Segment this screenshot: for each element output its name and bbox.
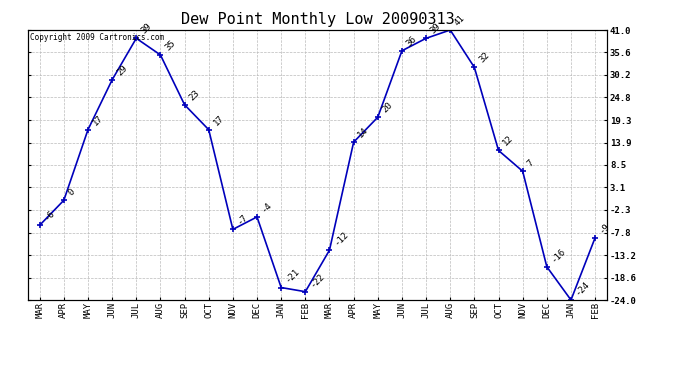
Text: 29: 29 (115, 63, 129, 77)
Text: 12: 12 (502, 134, 515, 148)
Text: -7: -7 (236, 213, 250, 226)
Text: -21: -21 (284, 267, 302, 285)
Text: 32: 32 (477, 51, 491, 64)
Text: 36: 36 (405, 34, 419, 48)
Title: Dew Point Monthly Low 20090313: Dew Point Monthly Low 20090313 (181, 12, 454, 27)
Text: -24: -24 (574, 279, 591, 297)
Text: 23: 23 (188, 88, 201, 102)
Text: Copyright 2009 Cartronics.com: Copyright 2009 Cartronics.com (30, 33, 165, 42)
Text: -12: -12 (333, 230, 350, 248)
Text: 14: 14 (357, 125, 371, 140)
Text: -22: -22 (308, 271, 326, 289)
Text: 39: 39 (429, 22, 443, 36)
Text: 35: 35 (164, 38, 177, 52)
Text: -6: -6 (43, 209, 57, 222)
Text: 17: 17 (212, 113, 226, 127)
Text: -16: -16 (550, 246, 567, 264)
Text: 0: 0 (67, 188, 77, 198)
Text: -4: -4 (260, 200, 274, 214)
Text: 41: 41 (453, 13, 467, 27)
Text: 39: 39 (139, 22, 153, 36)
Text: 20: 20 (381, 100, 395, 114)
Text: 17: 17 (91, 113, 105, 127)
Text: -9: -9 (598, 221, 612, 235)
Text: 7: 7 (526, 158, 535, 168)
